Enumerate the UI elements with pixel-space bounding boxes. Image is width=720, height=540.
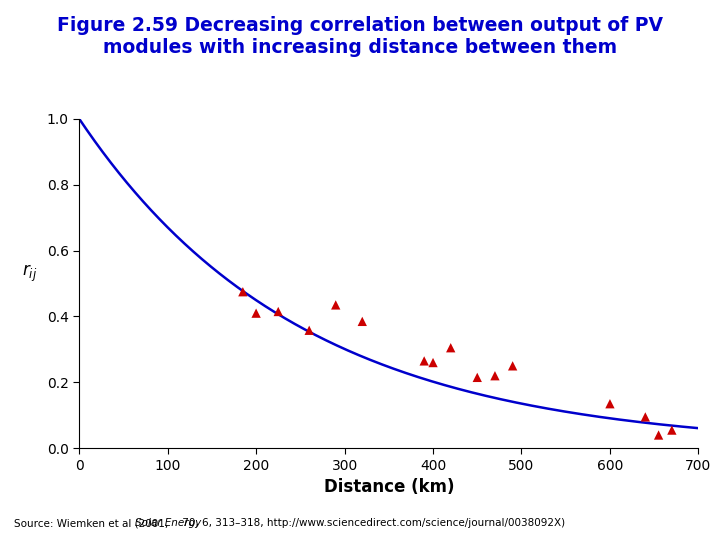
Text: Source: Wiemken et al (2001,: Source: Wiemken et al (2001, <box>14 518 172 528</box>
Point <box>653 431 665 440</box>
Point <box>418 356 430 365</box>
Point <box>330 301 341 309</box>
Point <box>639 413 651 421</box>
Y-axis label: $r_{ij}$: $r_{ij}$ <box>22 262 37 284</box>
Point <box>251 309 262 318</box>
Text: Figure 2.59 Decreasing correlation between output of PV
modules with increasing : Figure 2.59 Decreasing correlation betwe… <box>57 16 663 57</box>
Point <box>303 326 315 335</box>
Point <box>604 400 616 408</box>
Point <box>237 287 248 296</box>
Point <box>427 358 438 367</box>
X-axis label: Distance (km): Distance (km) <box>323 478 454 496</box>
Point <box>356 317 368 326</box>
Point <box>445 343 456 352</box>
Point <box>272 307 284 316</box>
Point <box>472 373 483 382</box>
Point <box>507 362 518 370</box>
Text: Solar Energy: Solar Energy <box>135 518 201 528</box>
Point <box>666 426 678 434</box>
Point <box>489 372 500 380</box>
Text: 70, 6, 313–318, http://www.sciencedirect.com/science/journal/0038092X): 70, 6, 313–318, http://www.sciencedirect… <box>179 518 564 528</box>
